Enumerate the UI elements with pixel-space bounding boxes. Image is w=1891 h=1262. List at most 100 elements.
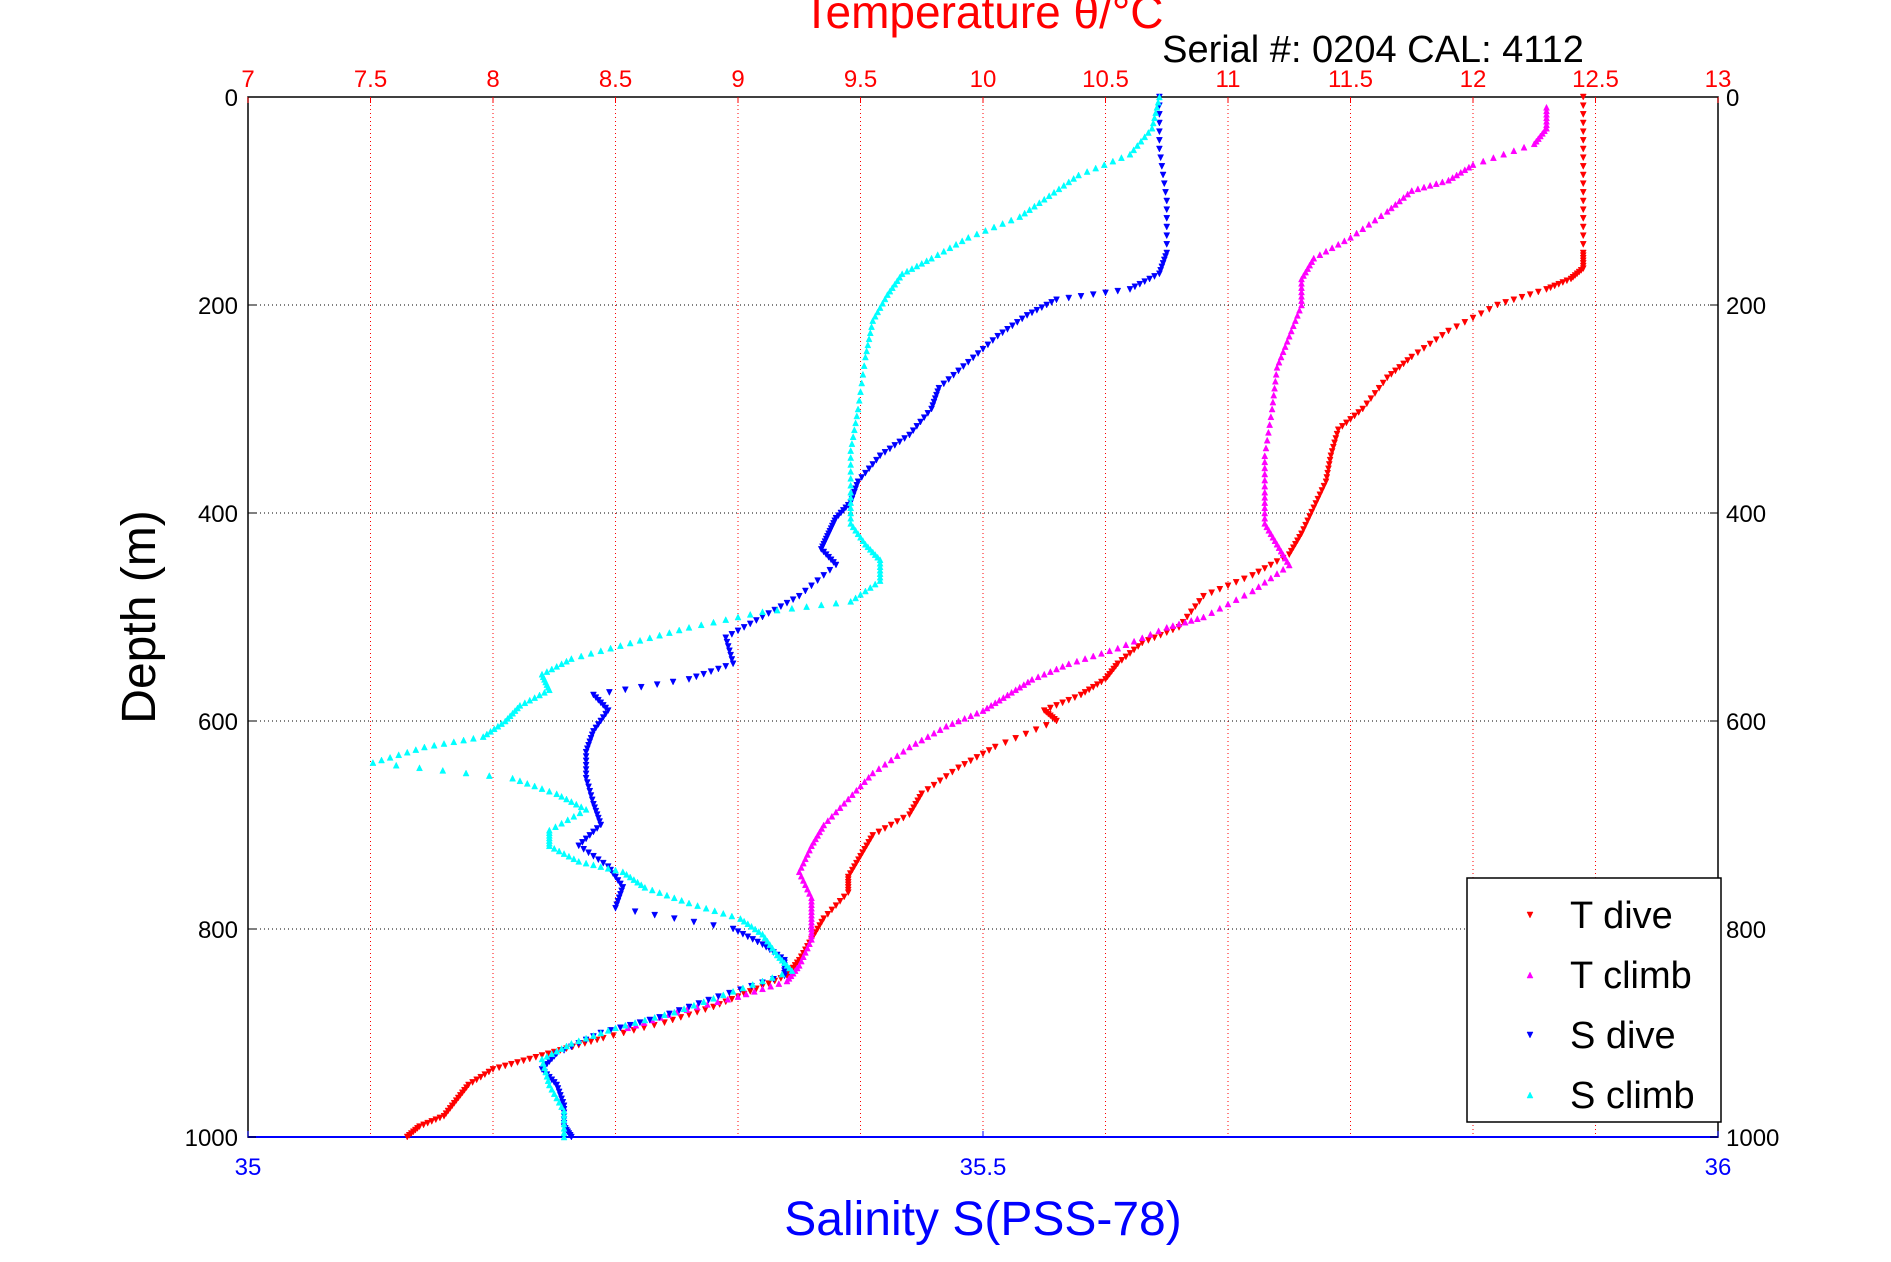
tick-labels: 7 7.5 8 8.5 9 9.5 10 10.5 11 11.5 12 12.5 13 35 35.5 36… bbox=[185, 66, 1780, 1181]
data-point bbox=[685, 1003, 693, 1011]
data-point bbox=[1320, 482, 1328, 490]
data-point bbox=[1377, 212, 1385, 219]
data-point bbox=[685, 623, 693, 631]
data-point bbox=[1579, 189, 1587, 196]
data-point bbox=[661, 1011, 668, 1019]
data-point bbox=[1040, 670, 1048, 678]
data-point bbox=[1332, 435, 1340, 443]
data-point bbox=[1130, 637, 1138, 645]
data-point bbox=[1081, 655, 1089, 662]
data-point bbox=[670, 894, 678, 902]
data-point bbox=[898, 270, 906, 278]
data-point bbox=[1326, 456, 1334, 464]
data-point bbox=[1312, 500, 1320, 508]
x-axis-label-bottom: Salinity S(PSS-78) bbox=[784, 1193, 1181, 1246]
data-point bbox=[597, 717, 605, 725]
data-point bbox=[864, 341, 872, 349]
data-point bbox=[1387, 371, 1395, 378]
tick-label-right: 800 bbox=[1726, 917, 1766, 944]
data-point bbox=[1453, 323, 1461, 331]
data-point bbox=[946, 244, 954, 252]
data-point bbox=[808, 842, 815, 850]
data-point bbox=[612, 866, 619, 874]
data-point bbox=[1285, 332, 1293, 340]
data-point bbox=[1053, 665, 1060, 673]
data-point bbox=[616, 891, 624, 898]
data-point bbox=[586, 832, 594, 839]
data-point bbox=[1426, 181, 1434, 189]
data-point bbox=[865, 335, 873, 343]
data-point bbox=[863, 842, 871, 850]
tick-label-right: 0 bbox=[1726, 85, 1739, 112]
data-point bbox=[1055, 185, 1063, 193]
data-point bbox=[1322, 247, 1330, 255]
data-point bbox=[559, 1099, 567, 1106]
data-point bbox=[586, 787, 594, 795]
data-point bbox=[616, 642, 624, 649]
data-point bbox=[416, 764, 423, 772]
tick-label-left: 800 bbox=[198, 917, 238, 944]
data-point bbox=[867, 835, 875, 843]
data-point bbox=[797, 872, 805, 880]
data-point bbox=[1500, 150, 1508, 158]
data-point bbox=[523, 779, 531, 787]
data-point bbox=[991, 699, 999, 707]
data-point bbox=[724, 643, 732, 651]
data-point bbox=[588, 731, 596, 739]
data-point bbox=[1359, 225, 1367, 232]
data-point bbox=[767, 982, 775, 990]
data-point bbox=[1267, 413, 1275, 421]
data-point bbox=[685, 676, 693, 683]
legend-box bbox=[1466, 877, 1722, 1123]
data-point bbox=[1273, 558, 1281, 566]
data-point bbox=[700, 670, 708, 678]
data-point bbox=[866, 329, 874, 336]
data-point bbox=[1155, 270, 1163, 278]
data-point bbox=[1367, 395, 1375, 403]
data-point bbox=[886, 445, 894, 453]
data-point bbox=[1322, 478, 1330, 486]
data-point bbox=[678, 896, 686, 904]
data-point bbox=[1371, 216, 1379, 224]
data-point bbox=[1046, 668, 1054, 675]
data-point bbox=[1338, 423, 1346, 430]
data-point bbox=[630, 876, 638, 883]
data-point bbox=[881, 295, 889, 303]
data-point bbox=[744, 933, 752, 941]
data-point bbox=[663, 891, 671, 899]
data-point bbox=[690, 1001, 698, 1009]
data-point bbox=[955, 367, 962, 375]
data-point bbox=[1163, 241, 1171, 248]
data-point bbox=[749, 936, 757, 943]
data-point bbox=[572, 800, 580, 808]
data-point bbox=[881, 825, 889, 833]
data-point bbox=[734, 627, 742, 635]
data-point bbox=[928, 254, 935, 262]
data-point bbox=[665, 1010, 673, 1018]
legend-label: T dive bbox=[1570, 895, 1673, 937]
data-point bbox=[859, 537, 867, 544]
data-point bbox=[847, 460, 855, 468]
data-point bbox=[1021, 209, 1029, 217]
data-point bbox=[906, 811, 913, 819]
data-point bbox=[619, 868, 627, 876]
tick-label-top: 7 bbox=[241, 66, 254, 93]
data-point bbox=[439, 766, 447, 774]
data-point bbox=[626, 1021, 634, 1029]
data-point bbox=[788, 967, 796, 974]
tick-label-top: 8 bbox=[486, 66, 499, 93]
data-point bbox=[545, 686, 553, 694]
data-point bbox=[1163, 197, 1171, 205]
data-point bbox=[1146, 275, 1154, 283]
data-point bbox=[855, 856, 862, 864]
data-point bbox=[599, 714, 607, 722]
data-point bbox=[958, 237, 966, 245]
legend-marker bbox=[1526, 971, 1534, 979]
data-point bbox=[1053, 702, 1060, 709]
data-point bbox=[853, 786, 860, 794]
data-point bbox=[1187, 616, 1195, 624]
data-point bbox=[930, 729, 938, 737]
data-point bbox=[1187, 608, 1195, 616]
data-point bbox=[1261, 470, 1269, 478]
data-point bbox=[931, 395, 939, 403]
